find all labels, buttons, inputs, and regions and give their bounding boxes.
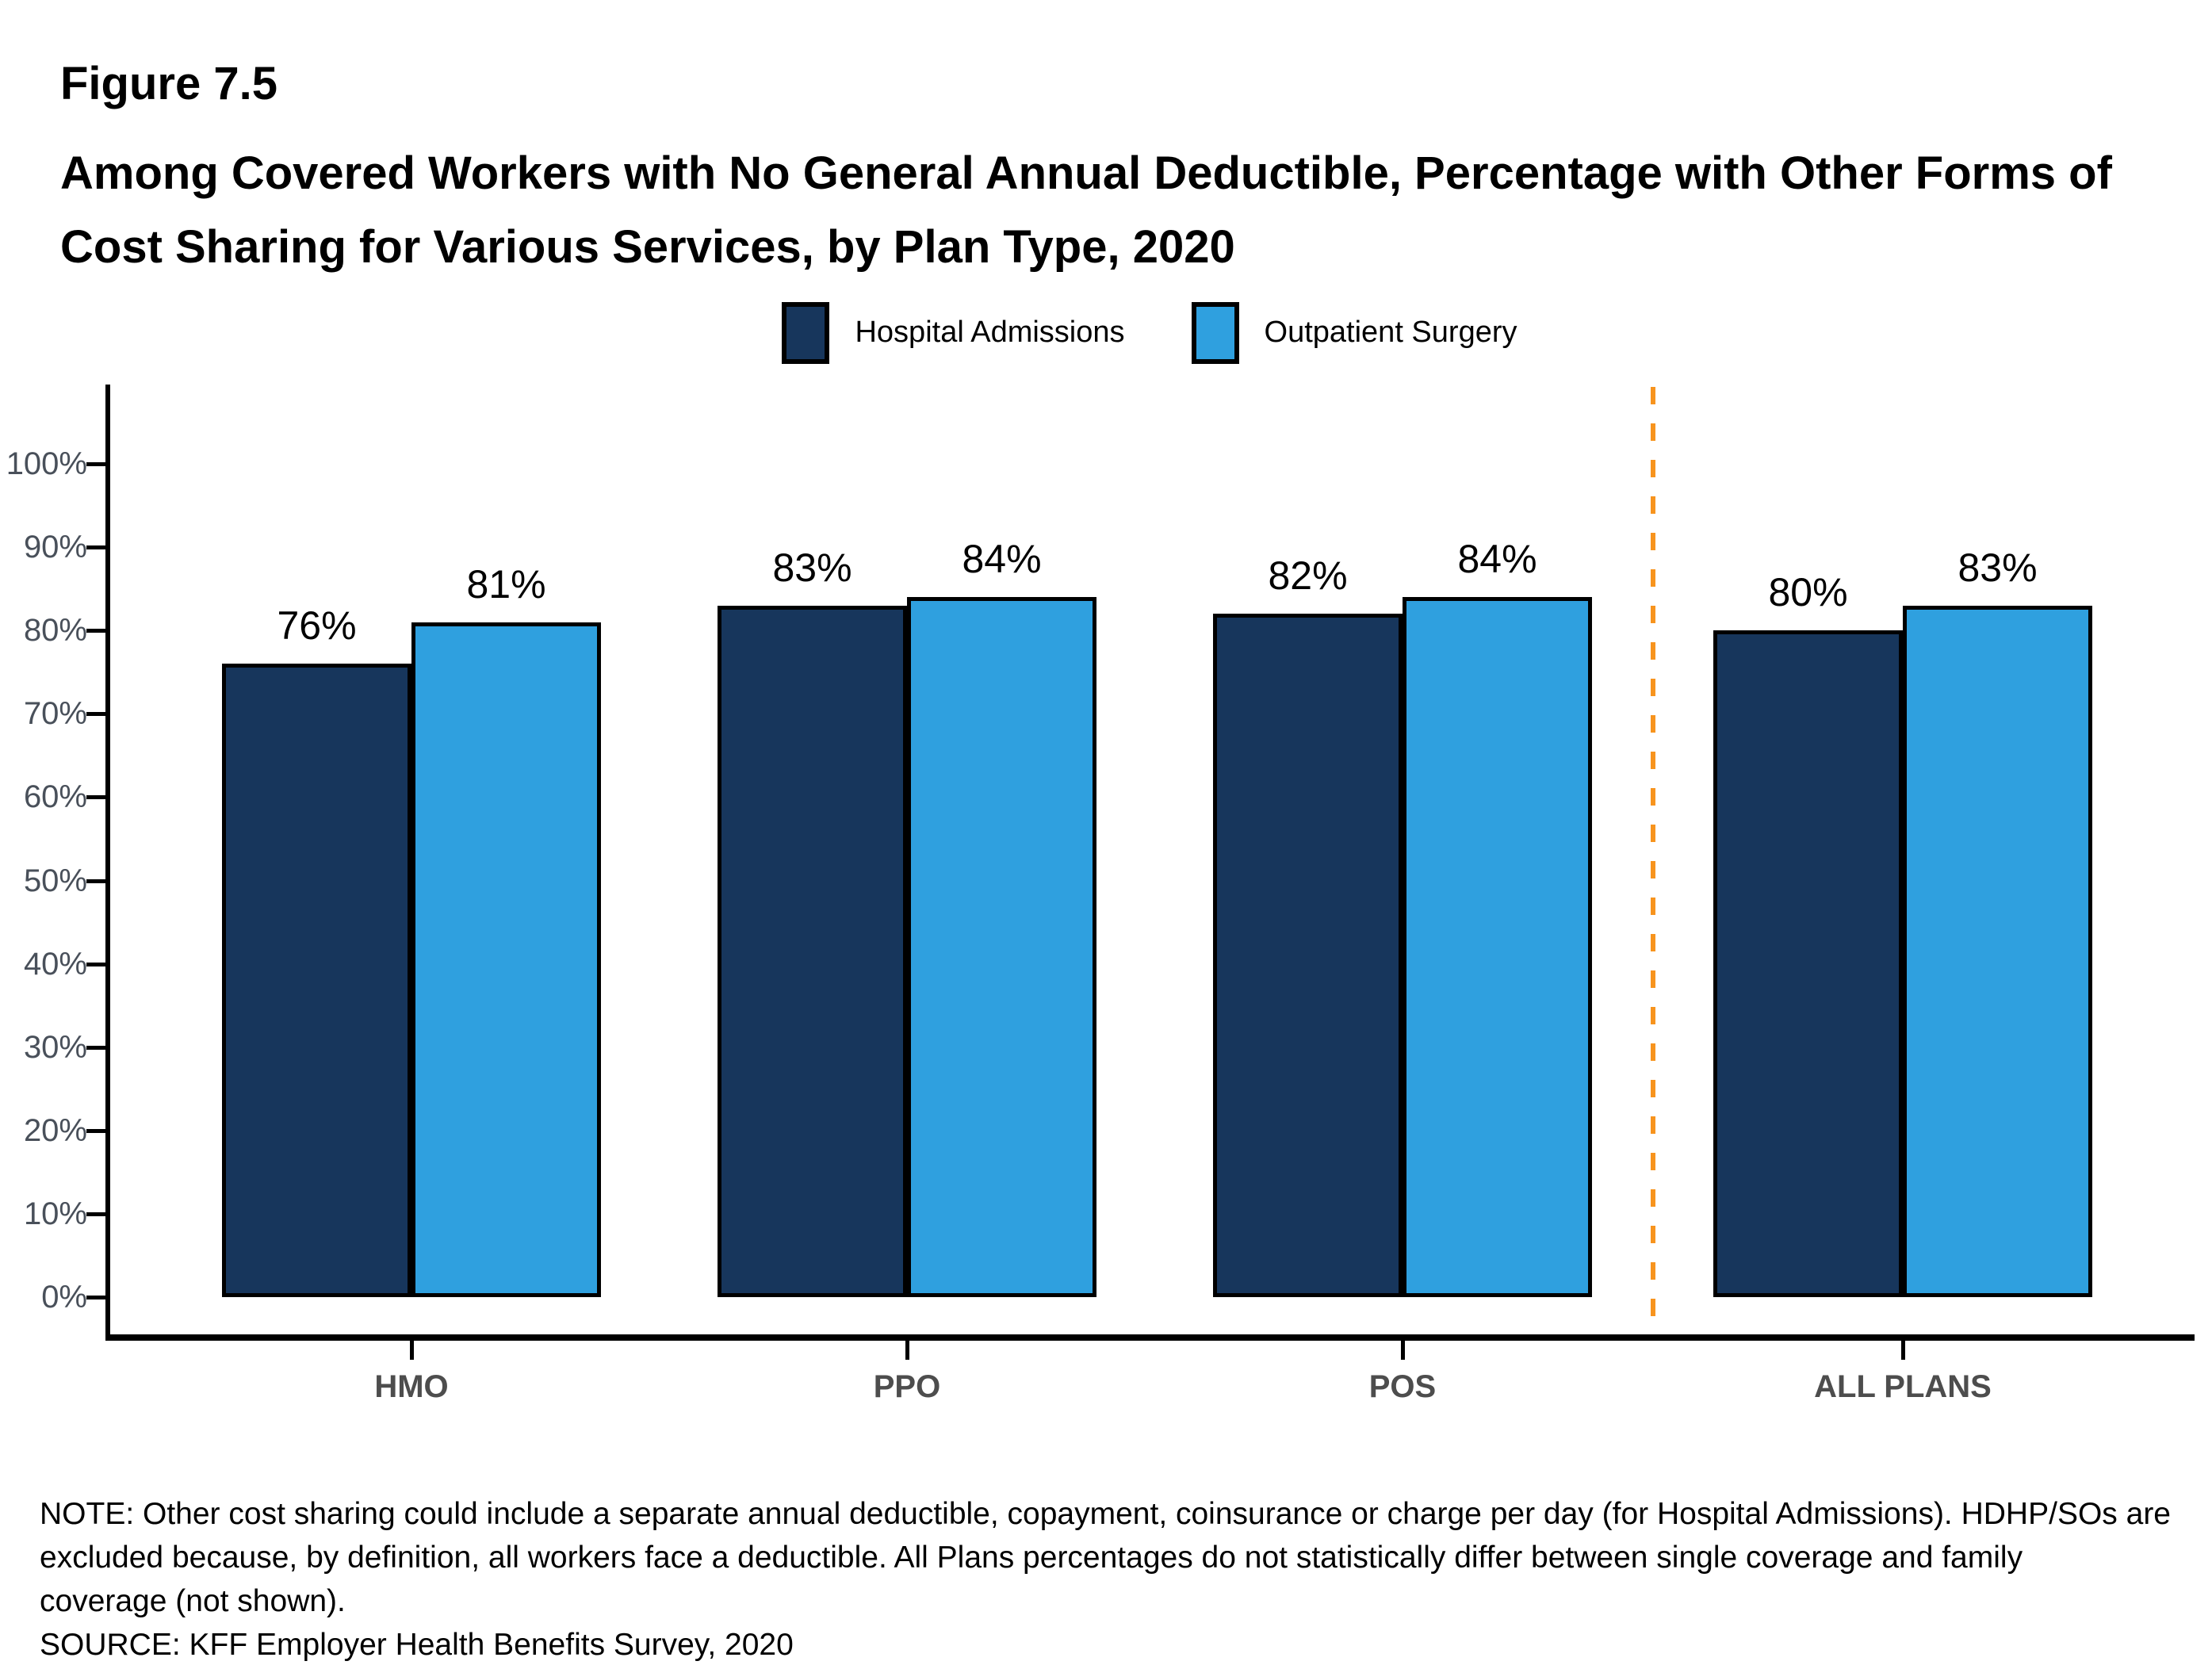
bar-value-label: 83%: [1958, 545, 2038, 590]
note-line-2: excluded because, by definition, all wor…: [40, 1541, 2023, 1575]
note-line-1: NOTE: Other cost sharing could include a…: [40, 1497, 2171, 1531]
source-line: SOURCE: KFF Employer Health Benefits Sur…: [40, 1628, 794, 1662]
x-axis-category-label: ALL PLANS: [1814, 1369, 1992, 1404]
all-plans-separator-line: [1651, 387, 1655, 1334]
y-axis-tick: [86, 962, 105, 966]
bar-value-label: 80%: [1768, 570, 1848, 615]
legend-label-hospital-admissions: Hospital Admissions: [855, 316, 1125, 349]
y-axis-tick: [86, 1211, 105, 1216]
y-axis-tick: [86, 1128, 105, 1133]
y-axis-tick-label: 30%: [23, 1029, 87, 1065]
y-axis-tick: [86, 462, 105, 466]
y-axis-tick-label: 100%: [6, 446, 87, 481]
y-axis-tick: [86, 1045, 105, 1050]
x-axis-line: [105, 1334, 2195, 1341]
chart-legend: Hospital Admissions Outpatient Surgery: [111, 295, 2188, 370]
figure-title-line-2: Cost Sharing for Various Services, by Pl…: [60, 221, 1235, 273]
bar-hmo-outpatient-surgery: [411, 622, 601, 1297]
y-axis-tick: [86, 795, 105, 800]
y-axis-tick-label: 40%: [23, 946, 87, 982]
legend-swatch-hospital-admissions: [782, 301, 830, 364]
bar-value-label: 82%: [1268, 553, 1348, 599]
legend-label-outpatient-surgery: Outpatient Surgery: [1264, 316, 1517, 349]
figure-title-line-1: Among Covered Workers with No General An…: [60, 147, 2112, 199]
y-axis-tick-label: 0%: [41, 1280, 87, 1315]
bar-ppo-outpatient-surgery: [907, 597, 1096, 1297]
legend-item-hospital-admissions: Hospital Admissions: [782, 301, 1125, 364]
x-axis-tick: [1401, 1341, 1405, 1360]
x-axis-category-label: POS: [1368, 1369, 1437, 1404]
figure-number: Figure 7.5: [60, 58, 277, 109]
x-axis-tick: [410, 1341, 414, 1360]
y-axis-tick: [86, 712, 105, 717]
bar-all-plans-hospital-admissions: [1713, 630, 1903, 1297]
y-axis-tick-label: 70%: [23, 696, 87, 732]
figure-title: Among Covered Workers with No General An…: [60, 136, 2112, 284]
legend-swatch-outpatient-surgery: [1191, 301, 1239, 364]
y-axis-tick: [86, 629, 105, 633]
bar-all-plans-outpatient-surgery: [1903, 605, 2092, 1297]
y-axis-tick: [86, 545, 105, 550]
y-axis-tick-label: 60%: [23, 779, 87, 815]
note-line-3: coverage (not shown).: [40, 1584, 346, 1618]
x-axis-category-label: HMO: [374, 1369, 449, 1404]
x-axis-category-label: PPO: [873, 1369, 941, 1404]
y-axis-line: [105, 385, 110, 1341]
x-axis-tick: [1901, 1341, 1905, 1360]
bar-pos-hospital-admissions: [1213, 614, 1403, 1297]
note-block: NOTE: Other cost sharing could include a…: [40, 1492, 2180, 1665]
y-axis-tick: [86, 1296, 105, 1299]
legend-item-outpatient-surgery: Outpatient Surgery: [1191, 301, 1517, 364]
y-axis-tick-label: 10%: [23, 1196, 87, 1231]
y-axis-tick-label: 90%: [23, 530, 87, 565]
y-axis-tick-label: 80%: [23, 613, 87, 649]
y-axis-tick-label: 50%: [23, 863, 87, 898]
bar-value-label: 81%: [466, 561, 546, 607]
bar-value-label: 84%: [962, 537, 1042, 582]
y-axis-tick-label: 20%: [23, 1112, 87, 1148]
bar-ppo-hospital-admissions: [718, 605, 907, 1297]
bar-value-label: 84%: [1457, 537, 1537, 582]
bar-hmo-hospital-admissions: [222, 664, 411, 1297]
bar-value-label: 76%: [277, 603, 357, 649]
bar-value-label: 83%: [772, 545, 852, 590]
bar-pos-outpatient-surgery: [1403, 597, 1592, 1297]
y-axis-tick: [86, 878, 105, 883]
x-axis-tick: [905, 1341, 909, 1360]
